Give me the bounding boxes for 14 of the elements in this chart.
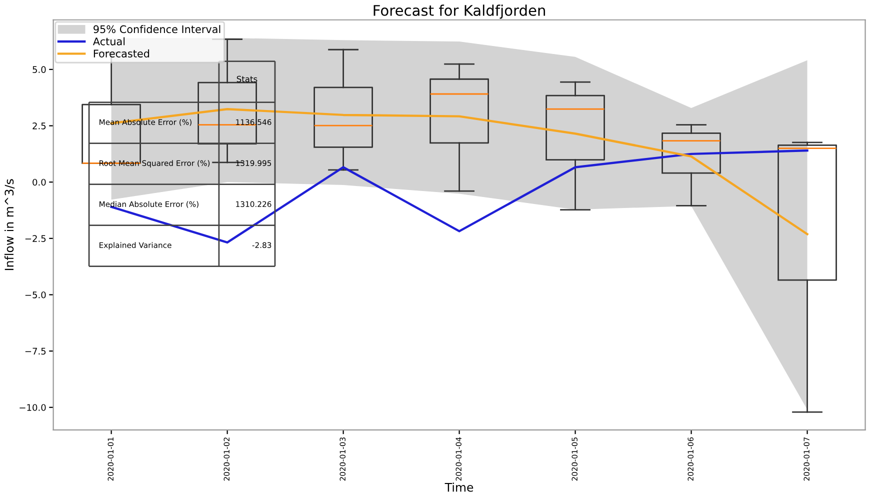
- y-tick-label: 2.5: [32, 122, 46, 130]
- legend-label: Forecasted: [94, 49, 150, 58]
- y-tick-label: 5.0: [32, 66, 46, 73]
- y-tick-label: −10.0: [20, 404, 46, 411]
- y-tick-label: −7.5: [25, 348, 46, 355]
- y-tick-label: −5.0: [25, 291, 46, 298]
- legend-label: Actual: [92, 37, 125, 46]
- y-tick-label: −2.5: [25, 235, 46, 242]
- annotation: Stats: [236, 76, 258, 82]
- y-tick-label: 0.0: [32, 178, 46, 186]
- y-axis-title: Inflow in m^3/s: [4, 179, 15, 270]
- chart-title: Forecast for Kaldfjorden: [374, 4, 545, 19]
- x-axis-title: Time: [444, 482, 474, 492]
- legend-label: 95% Confidence Interval: [94, 25, 220, 34]
